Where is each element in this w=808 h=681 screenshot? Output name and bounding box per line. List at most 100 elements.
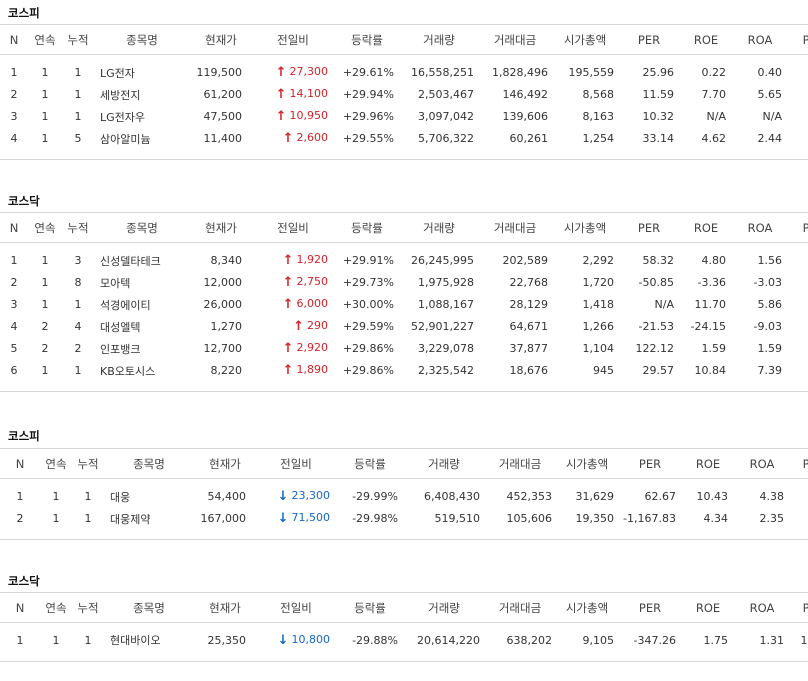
stock-name-link[interactable]: 석경에이티	[100, 298, 151, 312]
cell-change: ↑ 6,000	[252, 294, 334, 316]
col-roa[interactable]: ROA	[734, 448, 790, 479]
cell-change: ↓ 23,300	[256, 486, 336, 508]
col-volume[interactable]: 거래량	[404, 448, 484, 479]
col-change[interactable]: 전일비	[252, 24, 334, 55]
col-cap[interactable]: 시가총액	[556, 448, 618, 479]
col-n[interactable]: N	[0, 592, 40, 623]
stock-name-link[interactable]: 인포뱅크	[100, 342, 141, 356]
stock-name-link[interactable]: KB오토시스	[100, 364, 156, 378]
col-roe[interactable]: ROE	[680, 24, 732, 55]
cell-cap: 1,104	[582, 342, 615, 355]
col-streak[interactable]: 연속	[28, 24, 62, 55]
stock-name-link[interactable]: 대웅제약	[110, 512, 151, 526]
col-per[interactable]: PER	[618, 24, 680, 55]
col-cap[interactable]: 시가총액	[556, 592, 618, 623]
col-roe[interactable]: ROE	[682, 592, 734, 623]
cell-per: -1,167.83	[623, 512, 676, 525]
col-name[interactable]: 종목명	[104, 448, 194, 479]
col-roa[interactable]: ROA	[734, 592, 790, 623]
table-kospi-down: N 연속 누적 종목명 현재가 전일비 등락률 거래량 거래대금 시가총액 PE…	[0, 448, 808, 540]
table-row: 1 1 1 대웅 54,400 ↓ 23,300 -29.99% 6,408,430 452,35…	[0, 486, 808, 508]
stock-name-link[interactable]: 대웅	[110, 490, 131, 504]
col-roe[interactable]: ROE	[680, 212, 732, 243]
col-price[interactable]: 현재가	[190, 24, 252, 55]
col-cap[interactable]: 시가총액	[552, 24, 618, 55]
col-amount[interactable]: 거래대금	[484, 448, 556, 479]
col-streak[interactable]: 연속	[28, 212, 62, 243]
col-name[interactable]: 종목명	[104, 592, 194, 623]
col-total[interactable]: 누적	[62, 24, 94, 55]
col-change[interactable]: 전일비	[252, 212, 334, 243]
cell-pbr: 1.51	[788, 272, 808, 294]
col-name[interactable]: 종목명	[94, 212, 190, 243]
col-volume[interactable]: 거래량	[400, 24, 478, 55]
col-streak[interactable]: 연속	[40, 448, 72, 479]
col-pbr[interactable]: PBR	[788, 212, 808, 243]
col-amount[interactable]: 거래대금	[478, 24, 552, 55]
cell-total: 1	[84, 634, 92, 647]
col-change[interactable]: 전일비	[256, 448, 336, 479]
col-price[interactable]: 현재가	[194, 592, 256, 623]
arrow-up-icon: ↑	[282, 341, 294, 356]
col-price[interactable]: 현재가	[190, 212, 252, 243]
table-row: 2 1 1 대웅제약 167,000 ↓ 71,500 -29.98% 519,510 105,6…	[0, 508, 808, 530]
col-cap[interactable]: 시가총액	[552, 212, 618, 243]
cell-rate: +29.86%	[342, 342, 394, 355]
col-pbr[interactable]: PBR	[788, 24, 808, 55]
col-per[interactable]: PER	[618, 448, 682, 479]
stock-name-link[interactable]: 세방전지	[100, 88, 141, 102]
cell-roa: 1.31	[759, 634, 785, 647]
col-name[interactable]: 종목명	[94, 24, 190, 55]
cell-pbr: 15.49	[800, 634, 808, 647]
row-spacer	[0, 381, 808, 392]
cell-roa: 1.56	[757, 254, 783, 267]
col-volume[interactable]: 거래량	[400, 212, 478, 243]
cell-price: 61,200	[203, 88, 243, 101]
col-volume[interactable]: 거래량	[404, 592, 484, 623]
col-roe[interactable]: ROE	[682, 448, 734, 479]
col-n[interactable]: N	[0, 24, 28, 55]
cell-pbr: 1.14	[788, 128, 808, 150]
col-price[interactable]: 현재가	[194, 448, 256, 479]
col-total[interactable]: 누적	[72, 592, 104, 623]
col-streak[interactable]: 연속	[40, 592, 72, 623]
col-rate[interactable]: 등락률	[334, 24, 400, 55]
cell-amount: 146,492	[502, 88, 549, 101]
col-change[interactable]: 전일비	[256, 592, 336, 623]
stock-name-link[interactable]: LG전자	[100, 66, 135, 80]
cell-roa: 7.39	[757, 364, 783, 377]
col-total[interactable]: 누적	[62, 212, 94, 243]
col-roa[interactable]: ROA	[732, 212, 788, 243]
col-rate[interactable]: 등락률	[334, 212, 400, 243]
col-per[interactable]: PER	[618, 212, 680, 243]
cell-amount: 22,768	[509, 276, 549, 289]
table-kosdaq-up: N 연속 누적 종목명 현재가 전일비 등락률 거래량 거래대금 시가총액 PE…	[0, 212, 808, 392]
col-rate[interactable]: 등락률	[336, 448, 404, 479]
col-rate[interactable]: 등락률	[336, 592, 404, 623]
col-n[interactable]: N	[0, 448, 40, 479]
cell-n: 5	[10, 342, 18, 355]
stock-name-link[interactable]: 현대바이오	[110, 633, 161, 647]
col-roa[interactable]: ROA	[732, 24, 788, 55]
col-pbr[interactable]: PBR	[790, 592, 808, 623]
cell-cap: 8,163	[582, 110, 615, 123]
cell-amount: 638,202	[506, 634, 553, 647]
stock-name-link[interactable]: LG전자우	[100, 110, 146, 124]
table-header-row: N 연속 누적 종목명 현재가 전일비 등락률 거래량 거래대금 시가총액 PE…	[0, 212, 808, 243]
col-amount[interactable]: 거래대금	[484, 592, 556, 623]
stock-name-link[interactable]: 신성델타테크	[100, 254, 161, 268]
col-n[interactable]: N	[0, 212, 28, 243]
col-pbr[interactable]: PBR	[790, 448, 808, 479]
cell-cap: 1,418	[582, 298, 615, 311]
section-title-kospi-up: 코스피	[8, 6, 40, 20]
cell-rate: +30.00%	[342, 298, 394, 311]
col-amount[interactable]: 거래대금	[478, 212, 552, 243]
cell-pbr: 0.55	[788, 106, 808, 128]
table-row: 3 1 1 LG전자우 47,500 ↑ 10,950 +29.96% 3,097,042 139…	[0, 106, 808, 128]
table-kosdaq-down: N 연속 누적 종목명 현재가 전일비 등락률 거래량 거래대금 시가총액 PE…	[0, 592, 808, 662]
stock-name-link[interactable]: 삼아알미늄	[100, 132, 151, 146]
stock-name-link[interactable]: 대성엘텍	[100, 320, 141, 334]
col-per[interactable]: PER	[618, 592, 682, 623]
stock-name-link[interactable]: 모아텍	[100, 276, 131, 290]
col-total[interactable]: 누적	[72, 448, 104, 479]
